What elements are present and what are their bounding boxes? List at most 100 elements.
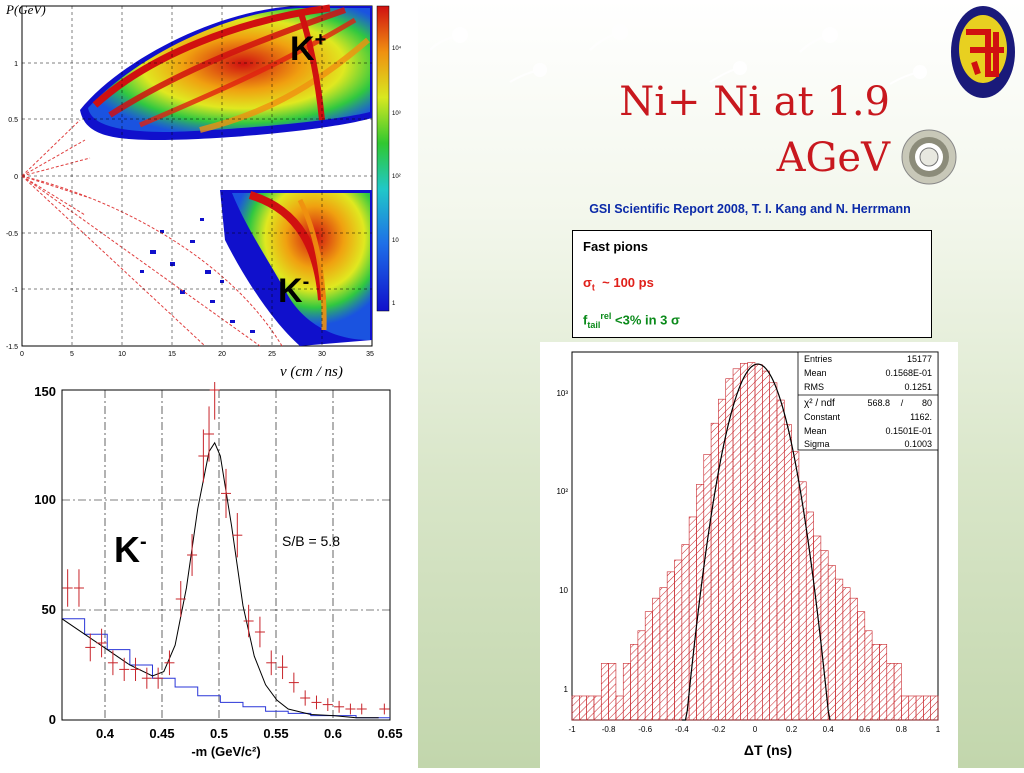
colorbar-tick-label: 10³ — [392, 111, 401, 117]
histogram-bar — [630, 644, 639, 721]
kminus-mass-label: K- — [114, 529, 147, 570]
histogram-bar — [857, 611, 866, 721]
fit-curve-line — [61, 441, 379, 719]
stats-fit-mean-label: Mean — [804, 426, 827, 436]
tick-label: 0 — [49, 712, 56, 727]
data-point — [96, 628, 107, 658]
colorbar-tick-label: 10² — [392, 174, 401, 180]
title-line-2: AGeV — [776, 135, 890, 181]
histogram-bar — [579, 695, 587, 721]
data-point — [232, 513, 243, 558]
tick-label: 0.4 — [96, 726, 115, 741]
tick-label: -1 — [568, 725, 576, 734]
histogram-bar — [718, 398, 727, 721]
data-point — [266, 650, 277, 676]
tick-label: -0.5 — [6, 231, 18, 238]
heatmap-x-ticks: 0 5 10 15 20 25 30 35 — [20, 351, 374, 358]
tick-label: 150 — [34, 384, 56, 399]
tick-label: -1.5 — [6, 344, 18, 351]
data-point — [334, 700, 345, 713]
stats-ndf-value: 80 — [922, 398, 932, 408]
tick-label: 15 — [168, 351, 176, 358]
data-point — [345, 703, 356, 715]
data-point — [119, 657, 130, 682]
data-point — [107, 650, 118, 676]
tick-label: 0 — [14, 174, 18, 181]
colorbar — [376, 5, 390, 312]
heatmap-svg: 0 5 10 15 20 25 30 35 1 0.5 0 -0.5 -1 -1… — [5, 2, 402, 380]
tick-label: -0.8 — [602, 725, 616, 734]
fit-stats-box: Entries 15177 Mean 0.1568E-01 RMS 0.1251… — [797, 351, 939, 451]
heatmap-y-label: P(GeV) — [5, 2, 46, 17]
histogram-bar — [871, 644, 880, 721]
stats-mean-value: 0.1568E-01 — [885, 368, 932, 378]
tick-label: 1 — [564, 685, 569, 694]
data-point — [221, 468, 231, 518]
histogram-bar — [608, 663, 617, 721]
mass-x-ticks: 0.4 0.45 0.5 0.55 0.6 0.65 — [96, 726, 403, 741]
tick-label: 0 — [753, 725, 758, 734]
kminus-band — [220, 190, 372, 346]
tick-label: 0.6 — [859, 725, 871, 734]
ring-icon — [900, 128, 958, 186]
heatmap-y-ticks: 1 0.5 0 -0.5 -1 -1.5 — [6, 61, 18, 351]
histogram-bar — [571, 695, 580, 721]
histogram-bar — [637, 630, 646, 721]
stats-entries-label: Entries — [804, 354, 833, 364]
tick-label: 0.6 — [324, 726, 342, 741]
histogram-bar — [732, 368, 741, 721]
histogram-bar — [652, 597, 661, 721]
tick-label: 50 — [42, 602, 56, 617]
histogram-bar — [915, 695, 924, 721]
data-point — [164, 650, 175, 676]
time-x-ticks: -1 -0.8 -0.6 -0.4 -0.2 0 0.2 0.4 0.6 0.8… — [568, 725, 940, 734]
data-point — [288, 672, 299, 693]
histogram-bar — [622, 663, 631, 721]
citation-subtitle: GSI Scientific Report 2008, T. I. Kang a… — [589, 202, 911, 216]
sigma-resolution-text: σt ~ 100 ps — [583, 275, 654, 293]
tick-label: 1 — [936, 725, 941, 734]
stats-sigma-value: 0.1003 — [904, 439, 932, 449]
data-point — [141, 667, 152, 689]
data-point — [187, 534, 198, 576]
data-point — [356, 703, 367, 715]
tick-label: 0.5 — [210, 726, 228, 741]
histogram-bar — [908, 695, 917, 721]
kplus-label: K+ — [290, 29, 326, 68]
data-point — [153, 667, 164, 689]
mass-frame — [61, 389, 391, 721]
tick-label: 20 — [218, 351, 226, 358]
kminus-label: K- — [278, 271, 309, 310]
histogram-bar — [674, 559, 683, 721]
tick-label: 0.8 — [896, 725, 908, 734]
tick-label: 30 — [318, 351, 326, 358]
data-point — [379, 703, 390, 715]
stats-fit-mean-value: 0.1501E-01 — [885, 426, 932, 436]
histogram-bar — [791, 451, 800, 721]
histogram-bar — [762, 370, 770, 721]
time-marks — [571, 362, 939, 721]
histogram-bar — [666, 571, 675, 721]
tick-label: 0 — [20, 351, 24, 358]
heatmap-panel: 0 5 10 15 20 25 30 35 1 0.5 0 -0.5 -1 -1… — [0, 0, 418, 382]
histogram-bar — [827, 565, 836, 721]
mass-grid — [62, 390, 390, 720]
stats-mean-label: Mean — [804, 368, 827, 378]
histogram-bar — [901, 695, 910, 721]
data-point — [130, 657, 141, 682]
tick-label: 0.4 — [823, 725, 835, 734]
histogram-bar — [644, 611, 653, 721]
time-y-ticks: 10³ 10² 10 1 — [556, 389, 568, 694]
stats-sigma-label: Sigma — [804, 439, 830, 449]
data-point — [322, 698, 333, 712]
data-point — [204, 406, 215, 462]
fan-lines — [21, 119, 283, 347]
histogram-bar — [747, 362, 756, 721]
background-series-line — [62, 618, 390, 719]
stats-constant-label: Constant — [804, 412, 841, 422]
histogram-bar — [696, 484, 705, 721]
data-point — [254, 616, 265, 648]
ftail-text: ftailrel <3% in 3 σ — [583, 311, 680, 330]
heatmap-x-label: v (cm / ns) — [280, 364, 343, 380]
data-point — [300, 690, 311, 706]
